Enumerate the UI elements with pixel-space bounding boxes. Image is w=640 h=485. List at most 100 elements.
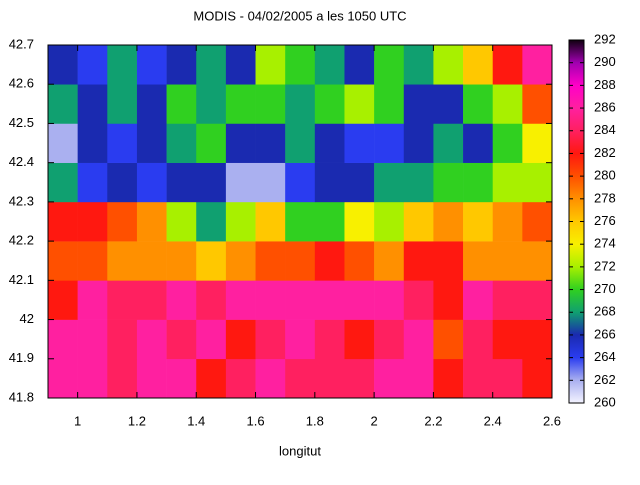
heatmap-cell <box>225 241 256 281</box>
heatmap-cell <box>374 319 405 360</box>
heatmap-cell <box>314 358 345 399</box>
heatmap-cell <box>403 123 434 163</box>
heatmap-cell <box>285 123 316 163</box>
heatmap-cell <box>136 241 167 281</box>
heatmap-cell <box>492 319 523 360</box>
heatmap-cell <box>374 84 405 124</box>
heatmap-cell <box>492 358 523 399</box>
heatmap-cell <box>136 162 167 203</box>
x-tick-label: 1.2 <box>128 413 146 428</box>
heatmap-cell <box>48 358 78 399</box>
heatmap-cell <box>225 84 256 124</box>
heatmap-cell <box>225 358 256 399</box>
heatmap-cell <box>344 358 375 399</box>
y-tick-label: 42.5 <box>9 115 34 130</box>
colorbar-tick-label: 270 <box>594 281 616 296</box>
heatmap-cell <box>403 201 434 242</box>
heatmap-cell <box>285 45 316 85</box>
heatmap-cell <box>433 280 464 320</box>
heatmap-cell <box>196 45 227 85</box>
heatmap-cell <box>314 123 345 163</box>
heatmap-cell <box>255 241 286 281</box>
heatmap-cell <box>285 201 316 242</box>
heatmap-cell <box>285 241 316 281</box>
heatmap-cell <box>433 84 464 124</box>
heatmap-cell <box>403 241 434 281</box>
heatmap-cell <box>77 201 108 242</box>
heatmap-cell <box>136 45 167 85</box>
heatmap-cell <box>314 45 345 85</box>
heatmap-cell <box>492 45 523 85</box>
heatmap-cell <box>492 123 523 163</box>
x-tick-label: 1.6 <box>246 413 264 428</box>
heatmap-cell <box>433 201 464 242</box>
heatmap-cell <box>344 162 375 203</box>
heatmap-cell <box>374 241 405 281</box>
heatmap-cell <box>48 241 78 281</box>
heatmap-cell <box>77 280 108 320</box>
heatmap-cell <box>492 280 523 320</box>
plot-frame <box>47 44 553 399</box>
heatmap-cell <box>522 45 553 85</box>
heatmap-cell <box>344 45 375 85</box>
heatmap-cell <box>314 162 345 203</box>
heatmap-cell <box>136 358 167 399</box>
heatmap-cell <box>463 358 494 399</box>
heatmap-cell <box>196 162 227 203</box>
heatmap-cell <box>48 84 78 124</box>
heatmap-cell <box>77 123 108 163</box>
heatmap-cell <box>463 280 494 320</box>
heatmap-cell <box>196 358 227 399</box>
heatmap-cell <box>225 280 256 320</box>
y-tick-label: 42.1 <box>9 272 34 287</box>
heatmap-cell <box>433 241 464 281</box>
x-tick-label: 2 <box>371 413 378 428</box>
heatmap-cell <box>285 358 316 399</box>
heatmap-cell <box>77 45 108 85</box>
heatmap-cell <box>403 280 434 320</box>
colorbar-tick-label: 280 <box>594 168 616 183</box>
heatmap-cell <box>166 280 197 320</box>
heatmap-cell <box>107 45 138 85</box>
heatmap-cell <box>255 319 286 360</box>
colorbar-tick-label: 284 <box>594 122 616 137</box>
heatmap-cell <box>463 45 494 85</box>
heatmap-cell <box>314 241 345 281</box>
x-tick-label: 2.6 <box>543 413 561 428</box>
colorbar-tick-label: 262 <box>594 372 616 387</box>
heatmap-cell <box>374 201 405 242</box>
colorbar-tick-label: 286 <box>594 100 616 115</box>
heatmap-cell <box>403 358 434 399</box>
heatmap-cell <box>136 319 167 360</box>
heatmap-cell <box>48 319 78 360</box>
y-tick-label: 42.7 <box>9 36 34 51</box>
heatmap-cell <box>255 162 286 203</box>
x-axis-label: longitut <box>279 443 321 458</box>
heatmap-cell <box>344 201 375 242</box>
heatmap-cell <box>522 201 553 242</box>
heatmap-cell <box>196 201 227 242</box>
heatmap-cell <box>255 280 286 320</box>
y-tick-label: 42.4 <box>9 154 34 169</box>
colorbar-tick-label: 290 <box>594 54 616 69</box>
y-tick-label: 42.3 <box>9 193 34 208</box>
heatmap-cell <box>492 201 523 242</box>
heatmap-cell <box>463 319 494 360</box>
heatmap-cell <box>522 123 553 163</box>
colorbar-tick-label: 282 <box>594 145 616 160</box>
colorbar-tick-label: 274 <box>594 236 616 251</box>
heatmap-cell <box>285 84 316 124</box>
heatmap-cell <box>463 84 494 124</box>
y-tick-label: 41.8 <box>9 389 34 404</box>
heatmap-cell <box>255 201 286 242</box>
heatmap-cell <box>255 123 286 163</box>
heatmap-cell <box>107 201 138 242</box>
x-tick-label: 2.4 <box>484 413 502 428</box>
heatmap-cell <box>433 162 464 203</box>
colorbar-tick-label: 272 <box>594 258 616 273</box>
heatmap-cell <box>77 358 108 399</box>
heatmap-cell <box>433 358 464 399</box>
heatmap-cell <box>522 319 553 360</box>
heatmap-cell <box>492 241 523 281</box>
heatmap-cell <box>314 201 345 242</box>
